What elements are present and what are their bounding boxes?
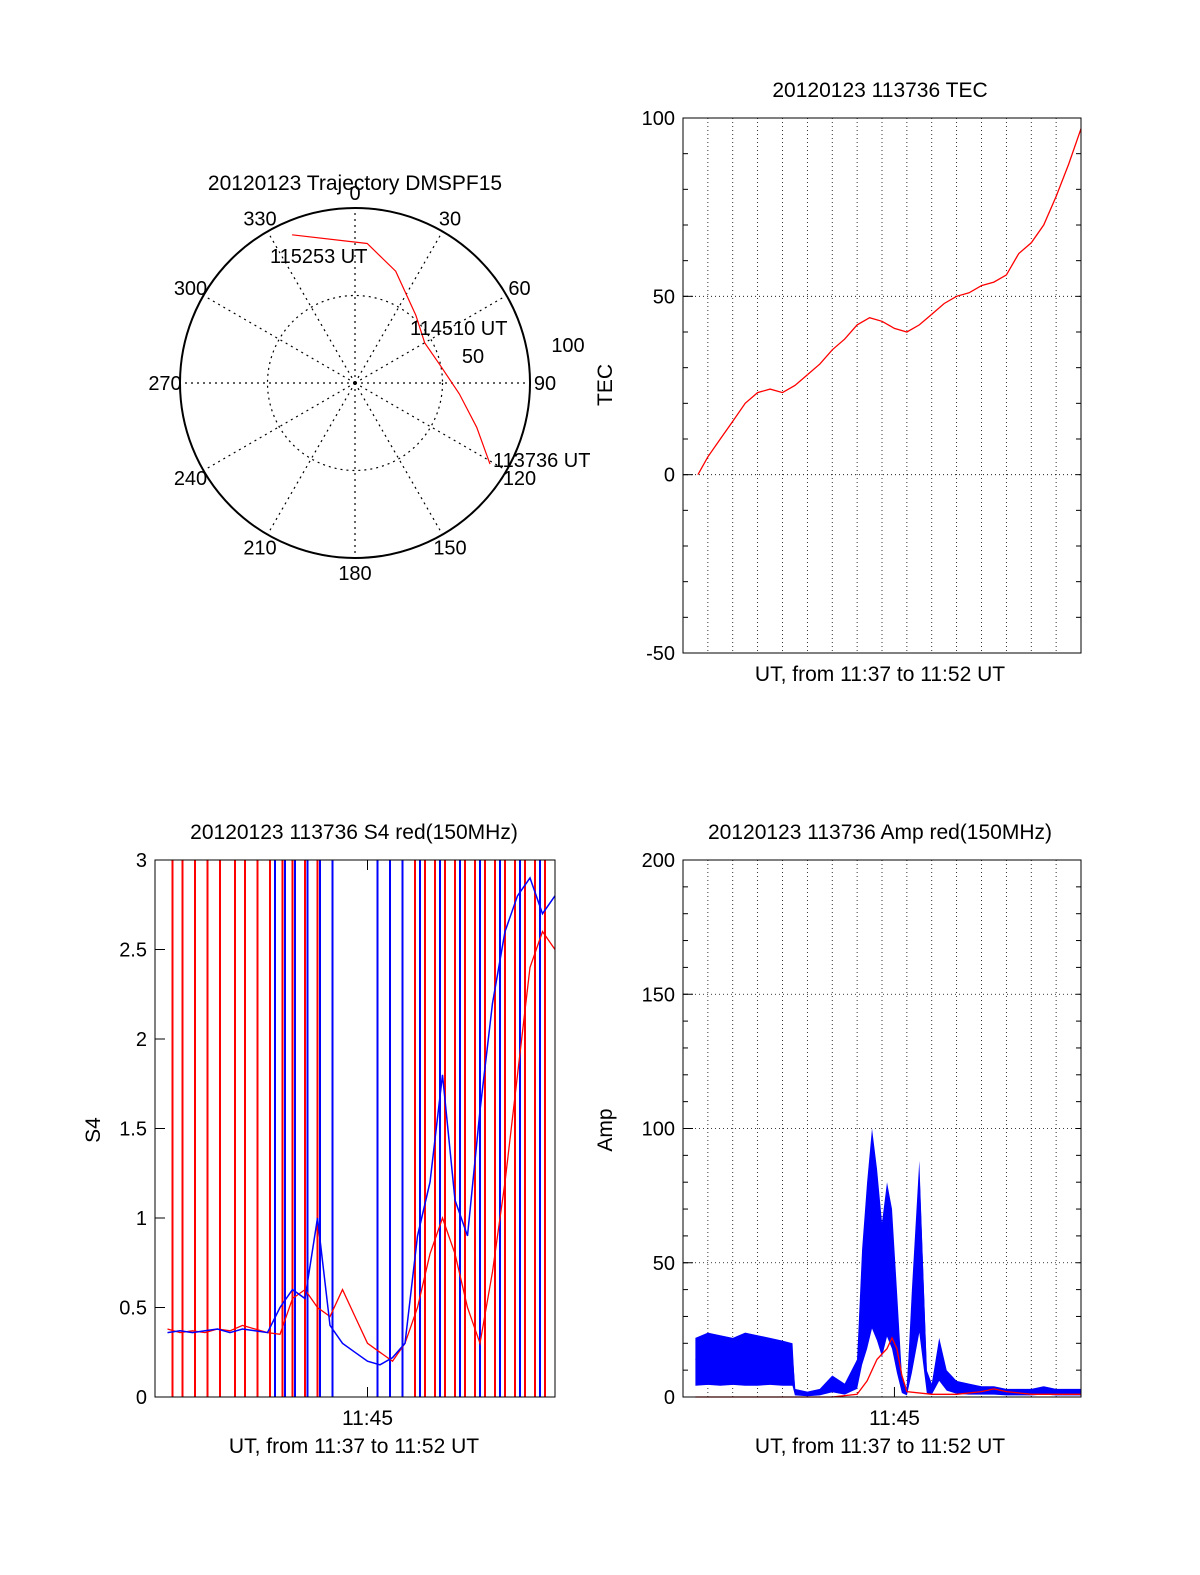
amp-grid [683, 859, 1081, 1398]
s4-ticks: 3 2.5 2 1.5 1 0.5 0 [119, 850, 368, 1409]
angle-label-30: 30 [439, 209, 461, 231]
amp-panel: 20120123 113736 Amp red(150MHz) 200 150 10… [594, 821, 1082, 1458]
angle-label-0: 0 [349, 183, 360, 205]
y-tick-label: 1 [136, 1208, 147, 1230]
angle-label-180: 180 [338, 563, 371, 585]
s4-blue-series-line [167, 876, 556, 1366]
y-tick-label: 1.5 [119, 1119, 147, 1141]
y-tick-label: -50 [646, 643, 675, 665]
amp-xlabel: UT, from 11:37 to 11:52 UT [755, 1435, 1005, 1458]
s4-panel: 20120123 113736 S4 red(150MHz) 3 2.5 2 1.5 1… [82, 821, 556, 1458]
amp-ylabel: Amp [594, 1108, 617, 1151]
y-tick-label: 0 [664, 465, 675, 487]
trajectory-grid [179, 207, 531, 559]
y-tick-label: 0 [136, 1387, 147, 1409]
tec-panel: 20120123 113736 TEC 100 50 0 -50 TEC UT, fr… [594, 79, 1082, 686]
polar-spoke-120 [354, 382, 507, 472]
amp-plot-frame [682, 859, 1082, 1398]
polar-spoke-30 [354, 231, 444, 384]
tec-xlabel: UT, from 11:37 to 11:52 UT [755, 663, 1005, 686]
amp-title: 20120123 113736 Amp red(150MHz) [708, 821, 1052, 844]
radial-label-100: 100 [551, 335, 584, 357]
s4-title: 20120123 113736 S4 red(150MHz) [190, 821, 518, 844]
angle-label-330: 330 [243, 209, 276, 231]
polar-spoke-150 [354, 382, 444, 535]
angle-label-270: 270 [148, 373, 181, 395]
trajectory-title: 20120123 Trajectory DMSPF15 [208, 172, 502, 195]
y-tick-label: 0 [664, 1387, 675, 1409]
tec-ylabel: TEC [594, 364, 617, 406]
amp-blue-band [695, 1128, 1081, 1397]
angle-label-120: 120 [503, 468, 536, 490]
trajectory-track [292, 234, 491, 465]
y-tick-label: 100 [642, 1119, 675, 1141]
tec-series-line [697, 128, 1082, 476]
polar-spoke-330 [266, 231, 356, 384]
s4-blue-spikes [274, 860, 541, 1397]
polar-spoke-240 [203, 382, 356, 472]
amp-x-tick-label-1145: 11:45 [869, 1407, 920, 1430]
y-tick-label: 200 [642, 850, 675, 872]
y-tick-label: 3 [136, 850, 147, 872]
s4-red-series-line [167, 930, 556, 1363]
angle-label-60: 60 [508, 278, 530, 300]
s4-ylabel: S4 [82, 1117, 105, 1143]
polar-spoke-60 [354, 294, 507, 384]
y-tick-label: 50 [653, 1253, 675, 1275]
radial-label-50: 50 [462, 346, 484, 368]
angle-label-240: 240 [174, 468, 207, 490]
angle-label-300: 300 [174, 278, 207, 300]
y-tick-label: 50 [653, 286, 675, 308]
angle-label-150: 150 [433, 538, 466, 560]
s4-xlabel: UT, from 11:37 to 11:52 UT [229, 1435, 479, 1458]
polar-spoke-210 [266, 382, 356, 535]
y-tick-label: 0.5 [119, 1298, 147, 1320]
y-tick-label: 100 [642, 108, 675, 130]
y-tick-label: 2.5 [119, 940, 147, 962]
amp-y-tick-labels: 200 150 100 50 0 [642, 850, 675, 1409]
s4-plot-frame [154, 859, 556, 1398]
trajectory-panel: 20120123 Trajectory DMSPF15 0 30 60 90 120 15… [148, 172, 590, 585]
s4-x-tick-label-1145: 11:45 [342, 1407, 393, 1430]
y-tick-label: 2 [136, 1029, 147, 1051]
tec-title: 20120123 113736 TEC [772, 79, 987, 102]
tec-plot-frame [682, 117, 1082, 654]
polar-spoke-300 [203, 294, 356, 384]
angle-label-210: 210 [243, 538, 276, 560]
tec-y-tick-labels: 100 50 0 -50 [642, 108, 675, 665]
annotation-114510: 114510 UT [410, 318, 507, 340]
annotation-113736: 113736 UT [493, 450, 590, 472]
trajectory-angle-labels: 0 30 60 90 120 150 180 210 240 270 300 330 [148, 183, 556, 585]
polar-inner-circle [266, 294, 444, 472]
tec-grid [683, 117, 1081, 654]
annotation-115253: 115253 UT [270, 246, 367, 268]
angle-label-90: 90 [534, 373, 556, 395]
s4-red-spikes [171, 860, 546, 1397]
y-tick-label: 150 [642, 984, 675, 1006]
